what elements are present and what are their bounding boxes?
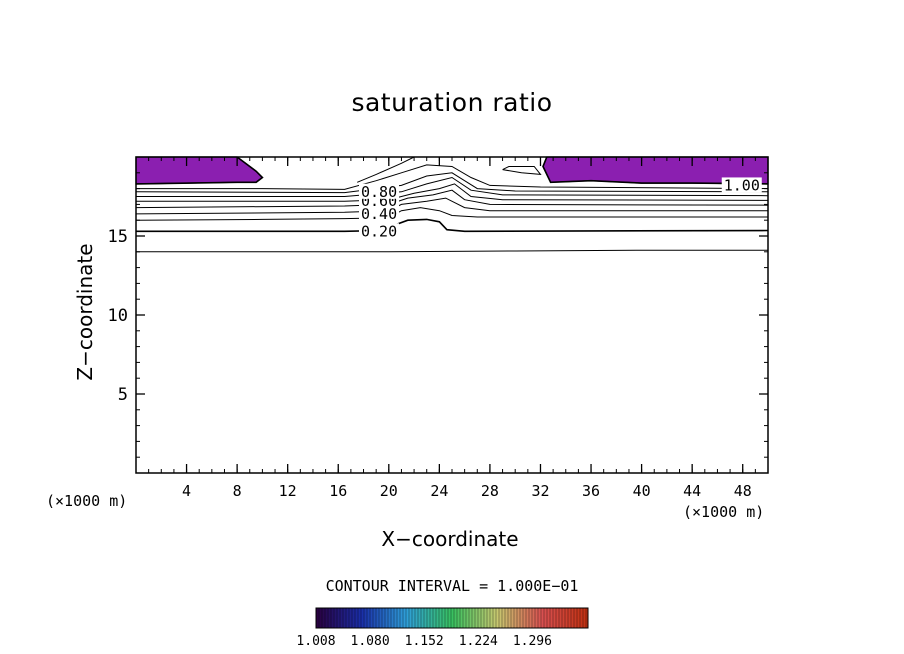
x-tick-label: 40 — [633, 482, 651, 500]
contour-line-12 — [502, 166, 542, 175]
x-tick-label: 4 — [182, 482, 191, 500]
contour-line-9 — [135, 156, 264, 185]
contour-line-0 — [136, 249, 768, 253]
contour-labels-layer: 0.200.400.600.80 1.00 — [358, 176, 762, 240]
contour-line-4 — [135, 189, 769, 209]
colorbar-tick-label: 1.080 — [350, 634, 390, 649]
x-tick-label: 16 — [329, 482, 347, 500]
contour-line-1 — [136, 218, 769, 233]
colorbar-tick-label: 1.008 — [296, 634, 336, 649]
x-tick-label: 20 — [380, 482, 398, 500]
contour-label-bg-0 — [358, 223, 399, 239]
colorbar-tick-label: 1.152 — [404, 634, 444, 649]
colorbar-tick-label: 1.296 — [512, 634, 552, 649]
contour-label-3: 0.80 — [361, 183, 397, 201]
contour-line-10 — [542, 156, 769, 185]
y-tick-label: 10 — [108, 306, 128, 326]
contour-label-bg-1 — [358, 205, 399, 221]
x-tick-label: 28 — [481, 482, 499, 500]
colorbar-tick-label: 1.224 — [458, 634, 498, 649]
x-tick-label: 48 — [734, 482, 752, 500]
y-tick-label: 15 — [108, 227, 128, 247]
x-tick-label: 36 — [582, 482, 600, 500]
contour-label-0: 0.20 — [361, 222, 397, 240]
x-tick-label: 12 — [279, 482, 297, 500]
colorbar — [315, 607, 589, 629]
x-tick-label: 8 — [233, 482, 242, 500]
contour-line-8 — [136, 164, 769, 190]
contour-line-11 — [357, 156, 415, 183]
y-axis-label: Z−coordinate — [73, 243, 97, 381]
contour-line-2 — [135, 207, 768, 221]
contour-label-bg-3 — [358, 183, 399, 199]
contour-interval-label: CONTOUR INTERVAL = 1.000E−01 — [325, 577, 579, 595]
contour-label-4: 1.00 — [724, 176, 760, 194]
x-unit-label-left: (×1000 m) — [46, 492, 128, 510]
chart-title: saturation ratio — [351, 88, 553, 117]
x-tick-label: 44 — [683, 482, 701, 500]
y-tick-label: 5 — [118, 385, 128, 405]
supersaturation-fill-layer — [135, 156, 769, 185]
x-axis-label: X−coordinate — [381, 527, 519, 551]
plot-frame — [135, 156, 769, 474]
x-tick-label: 24 — [430, 482, 448, 500]
contour-line-6 — [136, 176, 769, 197]
contour-label-1: 0.40 — [361, 205, 397, 223]
x-tick-label: 32 — [531, 482, 549, 500]
x-unit-label-right: (×1000 m) — [683, 503, 765, 521]
contour-label-bg-4 — [721, 177, 762, 193]
